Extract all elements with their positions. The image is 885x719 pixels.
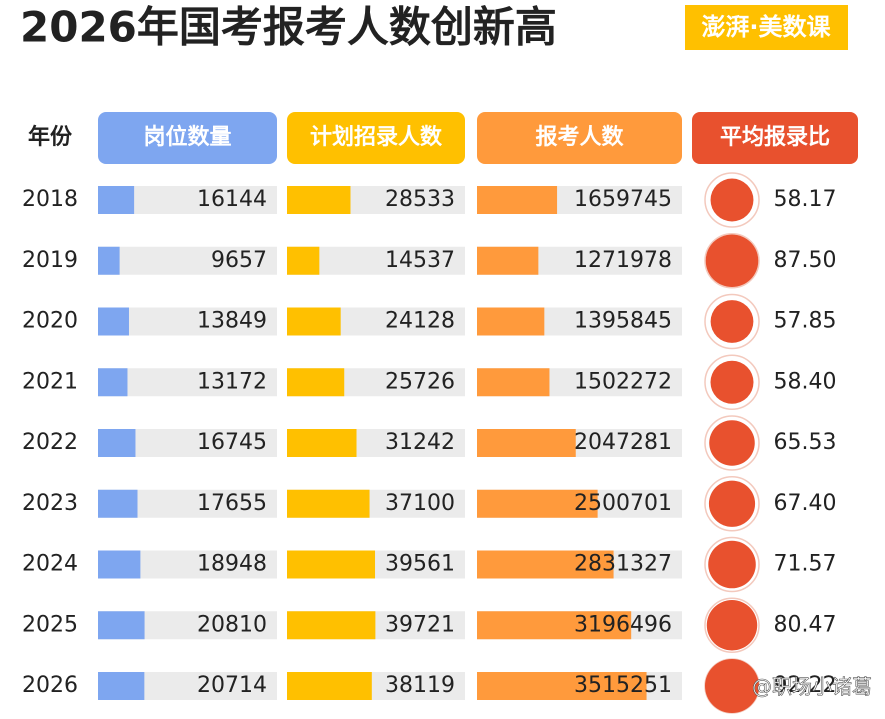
bar [98,186,135,214]
bar [287,307,341,336]
watermark: @职场小诸葛 [752,675,872,699]
column-header-label: 岗位数量 [143,124,231,150]
value-label: 18948 [197,552,267,577]
value-label: 2047281 [574,430,672,455]
bar [477,611,632,640]
column-header [98,112,277,164]
column-header-label: 计划招录人数 [310,124,443,150]
value-label: 71.57 [774,552,837,577]
bar [477,368,550,397]
year-label: 2019 [22,248,78,273]
year-label: 2026 [22,673,78,698]
bar [477,489,598,518]
bar [98,489,138,518]
bar [287,368,345,397]
value-label: 58.17 [774,187,837,212]
ratio-circle [710,360,754,404]
value-label: 28533 [385,187,455,212]
bar [287,489,370,518]
year-label: 2021 [22,369,78,394]
value-label: 14537 [385,248,455,273]
value-label: 2500701 [574,491,672,516]
bar [287,429,357,457]
ratio-circle [710,178,754,222]
value-label: 20714 [197,673,267,698]
ratio-circle [705,659,759,713]
logo-box [685,5,848,50]
value-label: 65.53 [774,430,837,455]
value-label: 31242 [385,430,455,455]
chart-title: 2026年国考报考人数创新高 [20,3,557,52]
value-label: 3515251 [574,673,672,698]
bar [287,672,372,700]
column-header [477,112,682,164]
value-label: 16144 [197,187,267,212]
value-label: 37100 [385,491,455,516]
value-label: 2831327 [574,552,672,577]
ratio-circle [705,234,759,288]
ratio-circle [708,540,756,589]
bar [287,550,376,579]
column-header [287,112,465,164]
value-label: 80.47 [774,612,837,637]
bar [477,550,614,579]
value-label: 58.40 [774,369,837,394]
value-label: 1395845 [574,309,672,334]
year-label: 2024 [22,552,78,577]
value-label: 57.85 [774,309,837,334]
value-label: 39561 [385,552,455,577]
bar [477,429,576,457]
value-label: 1271978 [574,248,672,273]
bar [287,186,351,214]
bar [98,550,141,579]
value-label: 1502272 [574,369,672,394]
year-label: 2023 [22,491,78,516]
bar [287,246,320,275]
value-label: 17655 [197,491,267,516]
year-label: 2020 [22,309,78,334]
bar [98,307,129,336]
value-label: 87.50 [774,248,837,273]
ratio-circle [706,600,758,651]
bar [287,611,376,640]
column-header-label: 报考人数 [535,124,624,150]
value-label: 16745 [197,430,267,455]
value-label: 25726 [385,369,455,394]
value-label: 67.40 [774,491,837,516]
value-label: 20810 [197,612,267,637]
bar-track [98,368,277,397]
value-label: 92.22 [774,673,837,698]
year-label: 2025 [22,612,78,637]
bar-track [98,246,277,275]
column-header [692,112,858,164]
bar [98,368,128,397]
value-label: 9657 [211,248,267,273]
ratio-circle [710,300,754,343]
value-label: 3196496 [574,612,672,637]
value-label: 13172 [197,369,267,394]
bar [477,186,558,214]
category-header: 年份 [28,124,73,150]
bar [477,307,545,336]
column-header-label: 平均报录比 [720,124,830,150]
value-label: 24128 [385,309,455,334]
value-label: 38119 [385,673,455,698]
bar [98,429,136,457]
bar [477,672,647,700]
ratio-circle [709,420,755,466]
bar [98,672,145,700]
value-label: 39721 [385,612,455,637]
bar [477,246,539,275]
bar [98,611,145,640]
year-label: 2018 [22,187,78,212]
value-label: 1659745 [574,187,672,212]
value-label: 13849 [197,309,267,334]
bar [98,246,120,275]
source-logo: 澎湃·美数课 [701,13,831,41]
ratio-circle [708,480,756,527]
year-label: 2022 [22,430,78,455]
